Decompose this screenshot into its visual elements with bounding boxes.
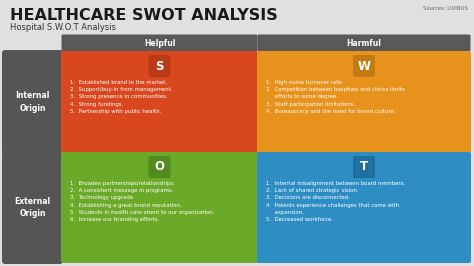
FancyBboxPatch shape [61,152,258,263]
FancyBboxPatch shape [2,50,63,154]
FancyBboxPatch shape [257,152,471,263]
FancyBboxPatch shape [148,156,171,178]
Text: 1.  Established brand in the market.
2.  Support/buy-in from management.
3.  Str: 1. Established brand in the market. 2. S… [70,80,173,114]
Text: Helpful: Helpful [144,39,175,48]
Text: Harmful: Harmful [346,39,382,48]
Text: Sources: LIVINUS: Sources: LIVINUS [423,6,468,11]
Text: 1.  Broaden partnerships/relationships.
2.  A consistent message in programs.
3.: 1. Broaden partnerships/relationships. 2… [70,181,215,222]
Text: External
Origin: External Origin [14,197,51,218]
Text: S: S [155,60,164,73]
FancyBboxPatch shape [257,35,471,52]
FancyBboxPatch shape [148,55,171,77]
FancyBboxPatch shape [62,35,257,52]
Text: O: O [155,160,164,173]
Text: HEALTHCARE SWOT ANALYSIS: HEALTHCARE SWOT ANALYSIS [10,9,278,23]
Text: 1.  Internal misalignment between board members.
2.  Lack of shared strategic vi: 1. Internal misalignment between board m… [266,181,405,222]
FancyBboxPatch shape [353,55,375,77]
FancyBboxPatch shape [61,51,258,153]
Text: Hospital S.W.O.T Analysis: Hospital S.W.O.T Analysis [10,23,116,32]
FancyBboxPatch shape [353,156,375,178]
FancyBboxPatch shape [257,51,471,153]
Text: T: T [360,160,368,173]
Text: Internal
Origin: Internal Origin [15,91,50,113]
FancyBboxPatch shape [2,151,63,264]
Text: 1.  High nurse turnover rate.
2.  Competition between hospitals and clinics limi: 1. High nurse turnover rate. 2. Competit… [266,80,405,114]
Text: W: W [357,60,371,73]
